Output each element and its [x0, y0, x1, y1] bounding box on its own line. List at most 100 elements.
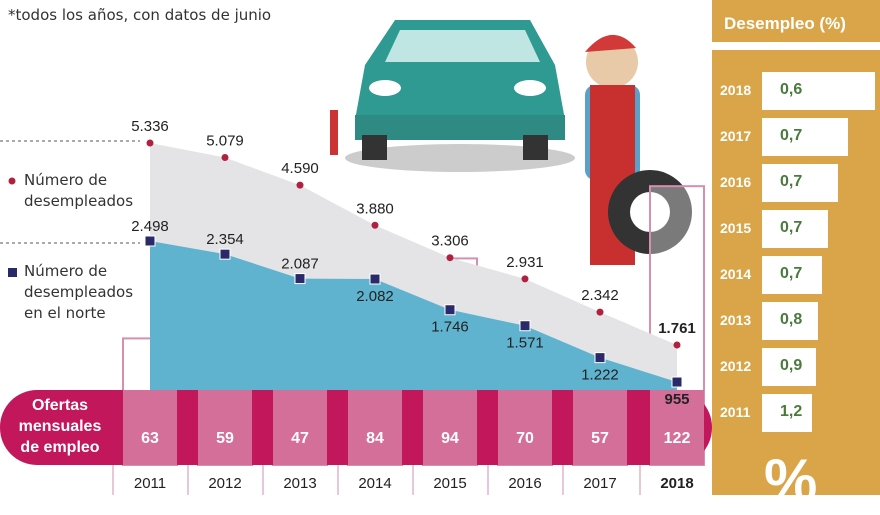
unemployed-label: 5.336	[131, 118, 169, 135]
year-label: 2018	[660, 475, 693, 492]
unemployed-label: 1.761	[658, 320, 696, 337]
north-point	[369, 273, 381, 285]
year-label: 2015	[433, 475, 466, 492]
legend-north-label: Número de desempleados en el norte	[24, 262, 134, 322]
rate-bar: 0,9	[762, 348, 816, 386]
offer-band-cell	[650, 390, 704, 465]
unemployed-point	[371, 221, 379, 229]
unemployed-point	[296, 181, 304, 189]
offer-value: 84	[366, 430, 384, 447]
offer-value: 63	[141, 430, 159, 447]
rate-year: 2017	[720, 128, 752, 144]
north-area	[150, 241, 677, 390]
rate-row: 2012 0,9	[712, 348, 880, 386]
rate-bar: 0,7	[762, 210, 828, 248]
rate-year: 2016	[720, 174, 752, 190]
rate-value: 1,2	[780, 403, 803, 420]
offer-value: 122	[664, 430, 691, 447]
north-label: 1.571	[506, 335, 544, 352]
offer-value: 57	[591, 430, 609, 447]
north-point	[294, 273, 306, 285]
rate-value: 0,7	[780, 219, 803, 236]
north-label: 2.498	[131, 218, 169, 235]
offer-value: 94	[441, 430, 459, 447]
year-label: 2017	[583, 475, 616, 492]
north-point	[594, 352, 606, 364]
unemployed-label: 4.590	[281, 160, 319, 177]
north-point	[219, 248, 231, 260]
rate-value: 0,6	[780, 81, 803, 98]
offer-band-cell	[123, 390, 177, 465]
rate-value: 0,7	[780, 173, 803, 190]
unemployment-rate-panel: Desempleo (%) 2018 0,6 2017 0,7 2016 0,7 2015 0…	[712, 0, 880, 495]
north-point	[519, 320, 531, 332]
north-label: 955	[664, 391, 689, 408]
year-label: 2011	[134, 475, 166, 492]
rate-bar: 0,6	[762, 72, 875, 110]
unemployed-point	[673, 341, 681, 349]
unemployed-point	[221, 154, 229, 162]
offer-band-cell	[498, 390, 552, 465]
year-label: 2012	[208, 475, 241, 492]
unemployed-label: 2.931	[506, 254, 544, 271]
legend-unemployed-label: Número de desempleados	[24, 171, 134, 210]
rate-row: 2014 0,7	[712, 256, 880, 294]
north-label: 2.354	[206, 231, 244, 248]
unemployed-label: 5.079	[206, 133, 244, 150]
rate-year: 2013	[720, 312, 752, 328]
rate-bar: 1,2	[762, 394, 812, 432]
north-label: 1.746	[431, 319, 469, 336]
offer-band-cell	[573, 390, 627, 465]
rate-year: 2018	[720, 82, 752, 98]
rate-year: 2015	[720, 220, 752, 236]
offer-band-cell	[198, 390, 252, 465]
offers-label-1: Ofertas	[32, 397, 88, 414]
rate-value: 0,7	[780, 127, 803, 144]
rate-year: 2014	[720, 266, 752, 282]
offers-label-2: mensuales	[19, 418, 102, 435]
offers-label-3: de empleo	[20, 439, 99, 456]
rate-row: 2017 0,7	[712, 118, 880, 156]
rate-bar: 0,8	[762, 302, 818, 340]
year-label: 2016	[508, 475, 541, 492]
offer-band-cell	[273, 390, 327, 465]
unemployed-label: 3.880	[356, 200, 394, 217]
unemployed-point	[596, 308, 604, 316]
car-illustration	[330, 20, 575, 172]
rate-bar: 0,7	[762, 118, 848, 156]
rate-year: 2011	[720, 404, 751, 420]
north-label: 2.082	[356, 288, 394, 305]
chart: 63 2011 59 2012 47 2013 84 2014 94 2015 70 2016 57 20…	[0, 20, 712, 495]
offer-band-cell	[348, 390, 402, 465]
unemployed-point	[521, 275, 529, 283]
rate-value: 0,8	[780, 311, 803, 328]
rate-bar: 0,7	[762, 164, 838, 202]
unemployed-point	[146, 139, 154, 147]
rate-bar: 0,7	[762, 256, 822, 294]
rate-year: 2012	[720, 358, 752, 374]
north-point	[144, 235, 156, 247]
percent-symbol: %	[764, 447, 818, 514]
unemployed-point	[446, 254, 454, 262]
offer-band-cell	[423, 390, 477, 465]
rate-value: 0,7	[780, 265, 803, 282]
panel-title: Desempleo (%)	[724, 14, 846, 33]
north-point	[671, 376, 683, 388]
year-label: 2013	[283, 475, 316, 492]
rate-row: 2016 0,7	[712, 164, 880, 202]
year-label: 2014	[358, 475, 391, 492]
legend-north: Número de desempleados en el norte	[8, 261, 154, 324]
footnote: *todos los años, con datos de junio	[8, 6, 272, 24]
rate-value: 0,9	[780, 357, 803, 374]
rate-row: 2013 0,8	[712, 302, 880, 340]
rate-row: 2015 0,7	[712, 210, 880, 248]
legend-unemployed: Número de desempleados	[8, 170, 154, 212]
north-label: 1.222	[581, 367, 619, 384]
offer-value: 59	[216, 430, 234, 447]
unemployed-label: 2.342	[581, 287, 619, 304]
rate-row: 2011 1,2	[712, 394, 880, 432]
north-label: 2.087	[281, 256, 319, 273]
unemployed-label: 3.306	[431, 233, 469, 250]
rate-row: 2018 0,6	[712, 72, 880, 110]
north-point	[444, 304, 456, 316]
